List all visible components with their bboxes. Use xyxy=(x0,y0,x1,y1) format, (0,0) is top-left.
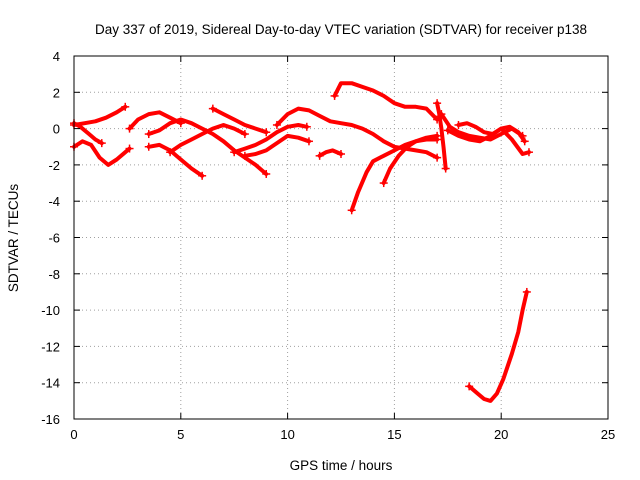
chart-title: Day 337 of 2019, Sidereal Day-to-day VTE… xyxy=(95,22,587,37)
series-arc-8 xyxy=(210,106,269,135)
y-tick-label: -16 xyxy=(41,412,60,427)
y-tick-label: -14 xyxy=(41,376,60,391)
y-tick-label: -6 xyxy=(48,231,60,246)
series-end-marker xyxy=(433,153,442,162)
x-tick-label: 15 xyxy=(387,427,401,442)
series-arc-4 xyxy=(127,110,183,131)
series-start-marker xyxy=(379,179,388,188)
series-end-marker xyxy=(262,128,271,137)
series-start-marker xyxy=(437,110,446,119)
series-arc-17 xyxy=(439,112,525,142)
series-end-marker xyxy=(522,287,531,296)
y-tick-label: 0 xyxy=(53,122,60,137)
series-arc-11 xyxy=(274,106,440,160)
series-start-marker xyxy=(144,130,153,139)
x-tick-label: 5 xyxy=(177,427,184,442)
x-axis-label: GPS time / hours xyxy=(290,458,393,473)
series-arc-10 xyxy=(242,133,311,158)
y-tick-label: 4 xyxy=(53,49,60,64)
axis-ticks: 0 5 10 15 20 25 -16 -14 -12 -10 -8 -6 -4 -2 0 2 4 xyxy=(41,49,615,442)
series-arc-20 xyxy=(467,289,529,403)
series-start-marker xyxy=(315,151,324,160)
series-end-marker xyxy=(433,131,442,140)
series-start-marker xyxy=(433,99,442,108)
series-start-marker xyxy=(208,104,217,113)
x-tick-label: 20 xyxy=(494,427,508,442)
series-arc-12 xyxy=(317,148,343,158)
series-start-marker xyxy=(230,148,239,157)
x-tick-label: 10 xyxy=(280,427,294,442)
series-end-marker xyxy=(520,137,529,146)
grid xyxy=(74,56,608,419)
series-end-marker xyxy=(302,122,311,131)
series-start-marker xyxy=(125,124,134,133)
series-end-marker xyxy=(441,164,450,173)
series-end-marker xyxy=(198,171,207,180)
series-start-marker xyxy=(465,382,474,391)
series-end-marker xyxy=(337,150,345,159)
y-tick-label: -12 xyxy=(41,339,60,354)
series-arc-18 xyxy=(445,126,531,156)
series-start-marker xyxy=(454,120,463,129)
y-axis-label: SDTVAR / TECUs xyxy=(6,184,21,293)
series-end-marker xyxy=(524,148,533,157)
series-end-marker xyxy=(240,130,249,139)
series-end-marker xyxy=(304,137,313,146)
series-arc-16 xyxy=(435,101,448,171)
y-tick-label: -4 xyxy=(48,194,60,209)
y-tick-label: -10 xyxy=(41,303,60,318)
series-end-marker xyxy=(262,169,271,178)
series-arc-9 xyxy=(232,123,309,155)
series-arc-7 xyxy=(168,123,247,155)
series-start-marker xyxy=(330,91,339,100)
series-arc-1 xyxy=(72,104,128,127)
series-arc-13 xyxy=(332,81,440,122)
y-tick-label: 2 xyxy=(53,85,60,100)
series-start-marker xyxy=(347,206,356,215)
y-tick-label: -2 xyxy=(48,158,60,173)
series-arc-2 xyxy=(72,139,132,167)
series-arc-19 xyxy=(456,121,527,144)
x-tick-label: 0 xyxy=(70,427,77,442)
x-tick-label: 25 xyxy=(601,427,615,442)
series-end-marker xyxy=(97,139,106,148)
series-start-marker xyxy=(144,142,153,151)
series-start-marker xyxy=(166,148,175,157)
series-end-marker xyxy=(121,102,130,111)
series-start-marker xyxy=(240,151,249,160)
series-arc-3 xyxy=(72,121,104,146)
series-end-marker xyxy=(125,144,134,153)
series-start-marker xyxy=(443,126,452,135)
series-start-marker xyxy=(272,120,281,129)
data-traces xyxy=(70,81,533,403)
series-arc-15 xyxy=(381,133,440,185)
y-tick-label: -8 xyxy=(48,267,60,282)
series-arc-5 xyxy=(146,142,205,178)
